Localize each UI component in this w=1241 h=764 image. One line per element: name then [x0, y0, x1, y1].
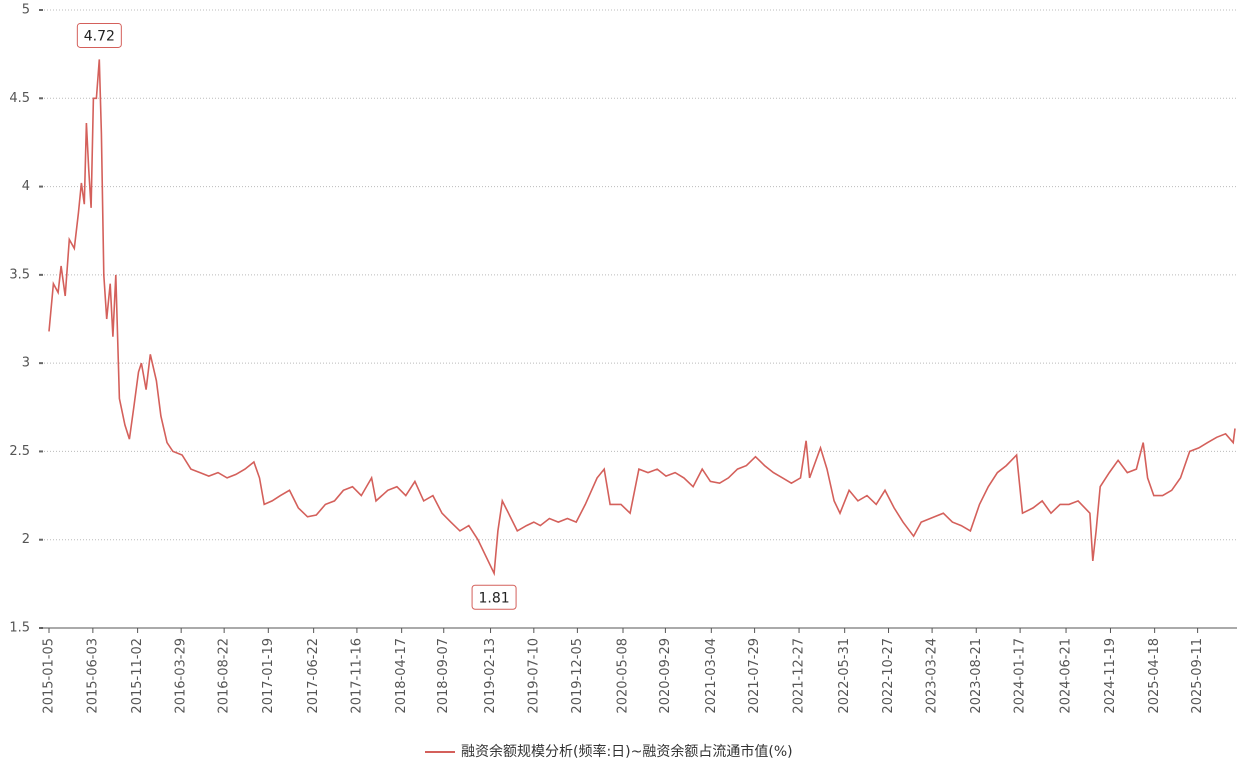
x-tick-label: 2025-04-18	[1147, 638, 1162, 714]
x-tick-label: 2019-12-05	[570, 638, 585, 714]
x-tick-label: 2019-02-13	[483, 638, 498, 714]
x-tick-label: 2015-11-02	[130, 638, 145, 714]
y-tick-label: 1.5	[9, 621, 30, 636]
x-tick-label: 2024-11-19	[1103, 638, 1118, 714]
y-tick-label: 2.5	[9, 444, 30, 459]
x-tick-label: 2016-08-22	[217, 638, 232, 714]
y-tick-label: 2	[22, 532, 30, 547]
point-label-box	[471, 584, 517, 610]
x-tick-label: 2017-11-16	[349, 638, 364, 714]
y-tick-label: 5	[22, 3, 30, 18]
point-label: 1.81	[478, 590, 509, 606]
y-tick-label: 4.5	[9, 91, 30, 106]
x-tick-label: 2023-03-24	[925, 638, 940, 714]
x-tick-label: 2016-03-29	[174, 638, 189, 714]
point-label: 4.72	[84, 28, 115, 44]
x-tick-label: 2021-07-29	[747, 638, 762, 714]
y-tick-label: 3.5	[9, 267, 30, 282]
x-tick-label: 2020-05-08	[616, 638, 631, 714]
x-tick-label: 2015-01-05	[42, 638, 57, 714]
x-tick-label: 2021-03-04	[704, 638, 719, 714]
x-tick-label: 2022-10-27	[881, 638, 896, 714]
point-label-box	[76, 22, 122, 48]
x-tick-label: 2021-12-27	[792, 638, 807, 714]
x-tick-label: 2023-08-21	[969, 638, 984, 714]
x-tick-label: 2018-04-17	[394, 638, 409, 714]
y-tick-label: 3	[22, 356, 30, 371]
x-tick-label: 2015-06-03	[85, 638, 100, 714]
x-tick-label: 2024-01-17	[1013, 638, 1028, 714]
x-tick-label: 2017-06-22	[306, 638, 321, 714]
x-tick-label: 2022-05-31	[837, 638, 852, 714]
series-line	[48, 59, 1236, 577]
x-tick-label: 2020-09-29	[658, 638, 673, 714]
legend-label: 融资余额规模分析(频率:日)~融资余额占流通市值(%)	[461, 743, 793, 760]
x-tick-label: 2024-06-21	[1059, 638, 1074, 714]
x-tick-label: 2017-01-19	[261, 638, 276, 714]
x-tick-label: 2018-09-07	[436, 638, 451, 714]
x-tick-label: 2019-07-10	[526, 638, 541, 714]
y-tick-label: 4	[22, 179, 30, 194]
x-tick-label: 2025-09-11	[1190, 638, 1205, 714]
